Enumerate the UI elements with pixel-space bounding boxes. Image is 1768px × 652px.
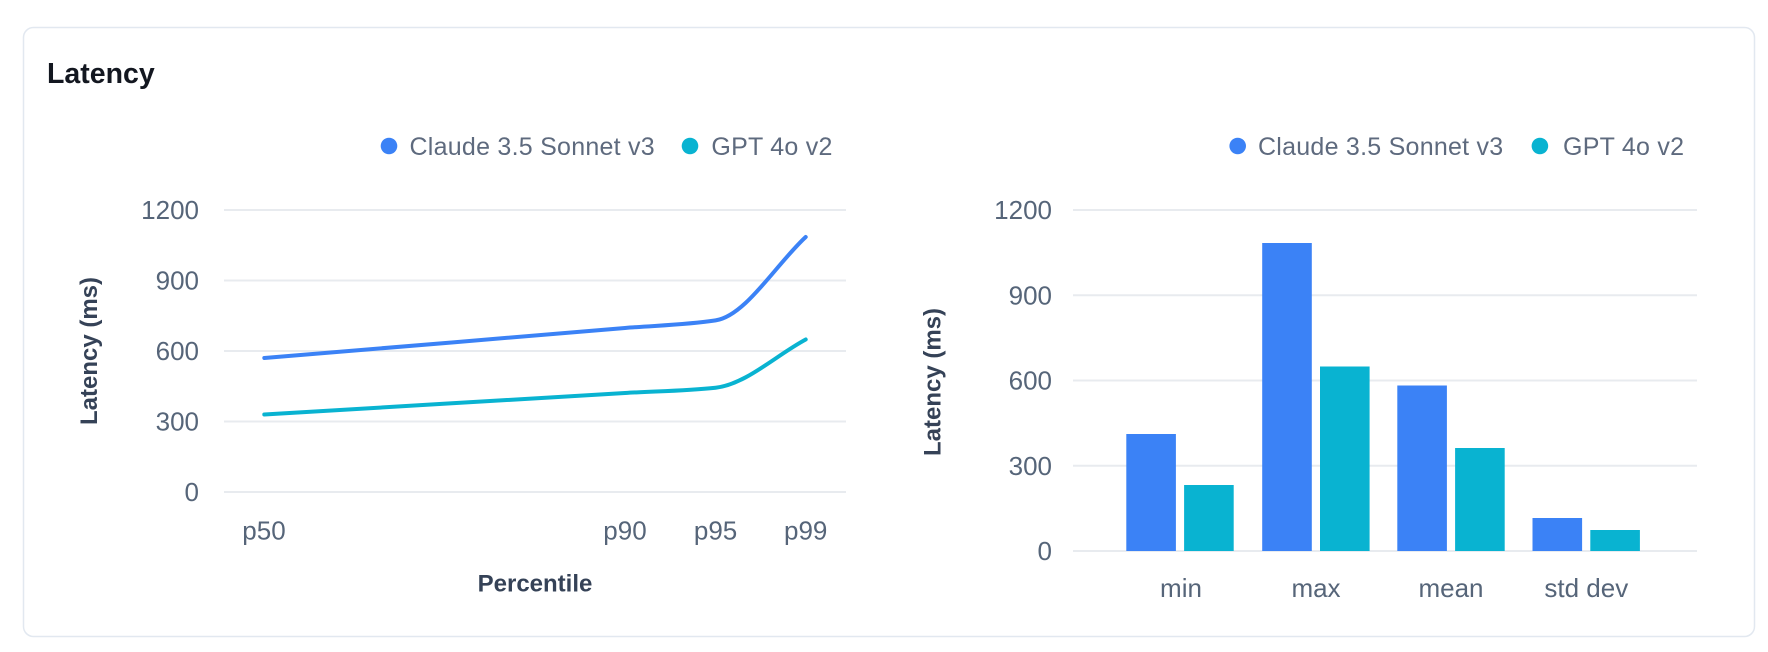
svg-text:p95: p95 bbox=[694, 516, 737, 546]
svg-text:600: 600 bbox=[156, 336, 199, 366]
svg-text:1200: 1200 bbox=[994, 195, 1052, 225]
svg-text:Claude 3.5 Sonnet v3: Claude 3.5 Sonnet v3 bbox=[410, 133, 655, 161]
svg-text:0: 0 bbox=[1038, 536, 1052, 566]
svg-text:min: min bbox=[1160, 573, 1202, 603]
svg-text:1200: 1200 bbox=[141, 195, 199, 225]
svg-text:std dev: std dev bbox=[1544, 573, 1628, 603]
svg-text:mean: mean bbox=[1418, 573, 1483, 603]
svg-text:Latency: Latency bbox=[47, 58, 155, 90]
svg-text:0: 0 bbox=[185, 477, 199, 507]
svg-text:Latency (ms): Latency (ms) bbox=[920, 308, 947, 456]
svg-text:900: 900 bbox=[1009, 280, 1052, 310]
svg-text:p99: p99 bbox=[784, 516, 827, 546]
svg-text:900: 900 bbox=[156, 266, 199, 296]
svg-text:300: 300 bbox=[156, 407, 199, 437]
svg-text:300: 300 bbox=[1009, 451, 1052, 481]
svg-text:Claude 3.5 Sonnet v3: Claude 3.5 Sonnet v3 bbox=[1258, 133, 1503, 161]
svg-text:600: 600 bbox=[1009, 366, 1052, 396]
svg-text:Latency (ms): Latency (ms) bbox=[76, 277, 103, 425]
svg-text:Percentile: Percentile bbox=[478, 571, 593, 598]
svg-text:p90: p90 bbox=[603, 516, 646, 546]
svg-text:GPT 4o v2: GPT 4o v2 bbox=[711, 133, 832, 161]
svg-text:p50: p50 bbox=[242, 516, 285, 546]
svg-text:max: max bbox=[1291, 573, 1340, 603]
svg-text:GPT 4o v2: GPT 4o v2 bbox=[1563, 133, 1684, 161]
